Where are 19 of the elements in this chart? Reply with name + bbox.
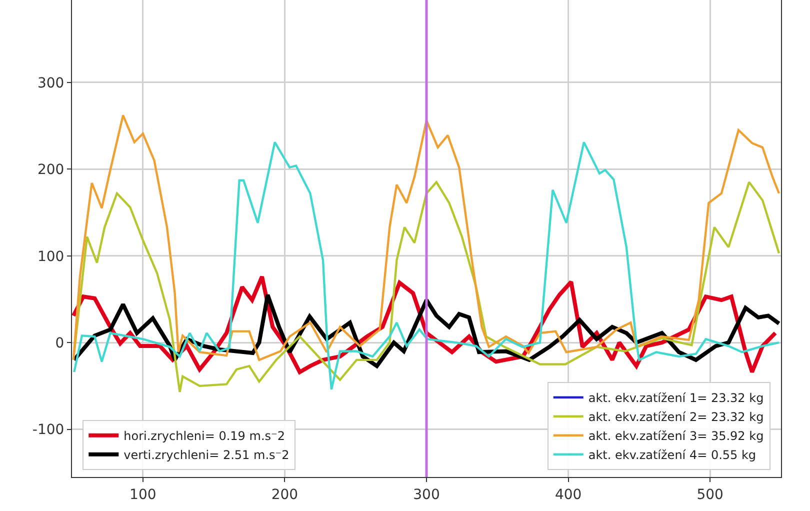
legend-label: akt. ekv.zatížení 1= 23.32 kg (588, 391, 764, 406)
legend-label: verti.zrychleni= 2.51 m.s⁻2 (124, 448, 290, 462)
legend-label: akt. ekv.zatížení 4= 0.55 kg (588, 448, 756, 462)
x-tick-label: 500 (696, 486, 724, 503)
y-tick-label: 300 (37, 75, 64, 92)
legend-label: akt. ekv.zatížení 2= 23.32 kg (588, 410, 764, 424)
x-tick-label: 100 (130, 486, 156, 503)
line-series (73, 141, 780, 391)
x-tick-label: 200 (271, 486, 298, 503)
y-tick-label: 100 (37, 248, 64, 265)
y-tick-label: 200 (37, 162, 64, 178)
legend-label: akt. ekv.zatížení 3= 35.92 kg (588, 429, 764, 444)
y-tick-label: 0 (55, 335, 64, 352)
legend-label: hori.zrychleni= 0.19 m.s⁻2 (124, 429, 285, 444)
x-tick-label: 400 (554, 486, 582, 503)
y-tick-label: -100 (32, 422, 64, 438)
line-series (73, 181, 780, 394)
line-series (72, 114, 780, 362)
x-tick-label: 300 (413, 486, 440, 503)
